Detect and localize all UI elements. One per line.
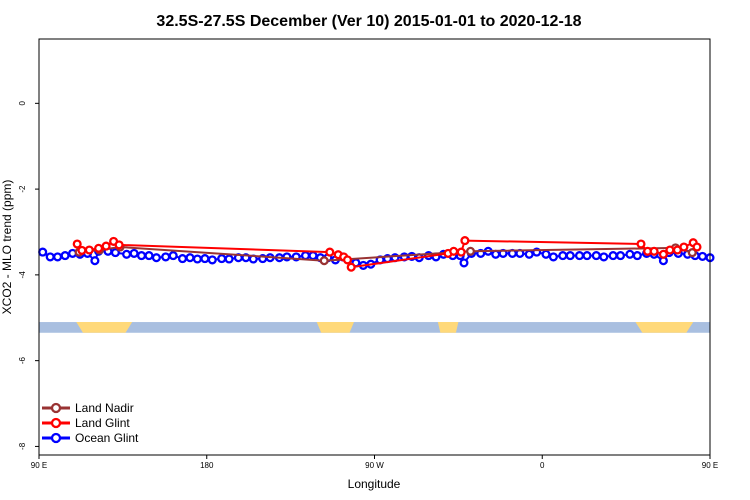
legend-label-land-glint: Land Glint — [75, 416, 130, 430]
point-land-glint-6 — [114, 240, 124, 250]
point-land-glint-4 — [101, 241, 111, 251]
chart-title: 32.5S-27.5S December (Ver 10) 2015-01-01… — [156, 13, 581, 30]
legend-marker-land-nadir — [50, 402, 62, 414]
land-ocean-band — [39, 322, 710, 333]
land-band-segment-1 — [316, 322, 354, 333]
point-ocean-glint-2 — [53, 252, 63, 262]
point-land-glint-22 — [679, 242, 689, 252]
point-land-glint-20 — [665, 245, 675, 255]
point-ocean-glint-21 — [200, 254, 210, 264]
legend-label-ocean-glint: Ocean Glint — [75, 431, 139, 445]
point-land-glint-10 — [342, 255, 353, 265]
point-land-glint-2 — [84, 245, 94, 255]
point-ocean-glint-16 — [161, 252, 171, 262]
point-land-glint-7 — [325, 247, 335, 257]
point-ocean-glint-64 — [548, 252, 558, 262]
legend-item-land-nadir: Land Nadir — [42, 401, 134, 415]
point-ocean-glint-14 — [144, 251, 154, 261]
series-layer — [38, 236, 715, 272]
point-ocean-glint-12 — [129, 248, 139, 258]
point-land-glint-14 — [456, 247, 466, 257]
y-tick-label-0: 0 — [18, 101, 27, 106]
plot-frame — [38, 38, 711, 456]
x-tick-label-0: 90 E — [31, 461, 47, 470]
point-land-glint-19 — [658, 249, 668, 259]
land-band-segment-0 — [76, 322, 133, 333]
point-ocean-glint-19 — [185, 253, 195, 263]
point-ocean-glint-20 — [192, 254, 202, 264]
point-ocean-glint-34 — [308, 251, 318, 261]
point-land-glint-15 — [460, 236, 470, 246]
x-tick-label-2: 90 W — [365, 461, 384, 470]
point-ocean-glint-18 — [177, 254, 188, 264]
point-ocean-glint-0 — [38, 247, 48, 257]
point-ocean-glint-71 — [608, 251, 618, 261]
series-land-glint — [72, 236, 702, 272]
point-ocean-glint-66 — [565, 251, 575, 261]
y-axis-ticks: 0 -2 -4 -6 -8 — [18, 101, 39, 450]
point-ocean-glint-72 — [615, 251, 626, 261]
point-ocean-glint-3 — [60, 251, 70, 261]
y-axis-label: XCO2 - MLO trend (ppm) — [0, 180, 14, 315]
x-tick-label-3: 0 — [540, 461, 545, 470]
point-ocean-glint-53 — [459, 258, 469, 268]
x-axis-label: Longitude — [348, 477, 401, 491]
point-ocean-glint-13 — [136, 251, 147, 261]
point-land-glint-13 — [449, 246, 459, 256]
point-land-nadir-6 — [687, 248, 697, 258]
legend-label-land-nadir: Land Nadir — [75, 401, 134, 415]
point-land-glint-16 — [636, 239, 646, 249]
point-ocean-glint-82 — [697, 251, 708, 261]
x-axis-ticks: 90 E 180 90 W 0 90 E — [31, 455, 718, 470]
ocean-band — [39, 322, 710, 333]
legend-item-ocean-glint: Ocean Glint — [42, 431, 139, 445]
point-land-nadir-4 — [465, 246, 476, 256]
y-tick-label-3: -6 — [18, 356, 27, 364]
point-land-glint-3 — [94, 243, 104, 253]
point-ocean-glint-17 — [168, 251, 178, 261]
land-band-segment-3 — [635, 322, 694, 333]
point-land-glint-18 — [649, 246, 659, 256]
point-ocean-glint-7 — [90, 256, 100, 266]
legend-item-land-glint: Land Glint — [42, 416, 130, 430]
point-ocean-glint-69 — [591, 251, 601, 261]
point-ocean-glint-15 — [151, 253, 161, 263]
point-ocean-glint-61 — [524, 249, 534, 259]
point-ocean-glint-1 — [45, 252, 55, 262]
point-ocean-glint-11 — [122, 249, 132, 259]
y-tick-label-2: -4 — [18, 271, 27, 279]
point-ocean-glint-68 — [582, 251, 592, 261]
point-ocean-glint-73 — [625, 249, 635, 259]
legend-marker-land-glint — [50, 417, 62, 429]
point-land-glint-1 — [77, 245, 87, 255]
point-ocean-glint-63 — [541, 249, 551, 259]
land-band-segment-2 — [437, 322, 459, 333]
point-ocean-glint-24 — [224, 254, 234, 264]
point-ocean-glint-74 — [632, 251, 642, 261]
legend-marker-ocean-glint — [50, 432, 62, 444]
point-ocean-glint-65 — [558, 251, 568, 261]
point-land-glint-24 — [692, 242, 702, 252]
x-tick-label-1: 180 — [200, 461, 214, 470]
x-tick-label-4: 90 E — [702, 461, 718, 470]
y-tick-label-4: -8 — [18, 442, 27, 450]
point-ocean-glint-70 — [599, 252, 609, 262]
y-tick-label-1: -2 — [18, 185, 27, 193]
point-ocean-glint-22 — [207, 255, 217, 265]
point-land-glint-0 — [72, 239, 82, 249]
point-land-nadir-3 — [319, 256, 329, 266]
point-ocean-glint-33 — [300, 251, 311, 261]
point-ocean-glint-67 — [574, 251, 585, 261]
point-land-glint-11 — [346, 262, 356, 272]
point-ocean-glint-23 — [217, 254, 227, 264]
point-ocean-glint-10 — [110, 248, 120, 258]
